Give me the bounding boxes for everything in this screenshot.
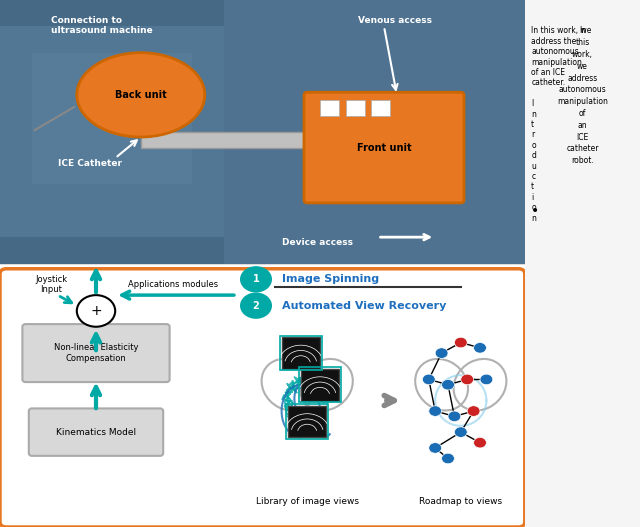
Text: In this work, we
address the
autonomous
manipulation
of an ICE
catheter.

I
n
t
: In this work, we address the autonomous … (531, 26, 591, 222)
FancyBboxPatch shape (0, 269, 525, 527)
Text: ICE Catheter: ICE Catheter (58, 159, 122, 168)
Bar (371, 100, 390, 116)
Text: Image Spinning: Image Spinning (282, 275, 379, 284)
Bar (282, 337, 320, 369)
Bar (0, 0, 525, 264)
Bar (288, 406, 326, 437)
Bar (0, 26, 224, 237)
FancyBboxPatch shape (29, 408, 163, 456)
Text: Roadmap to views: Roadmap to views (419, 497, 502, 506)
FancyBboxPatch shape (304, 92, 464, 203)
Circle shape (442, 453, 454, 464)
Circle shape (429, 406, 442, 416)
Circle shape (474, 343, 486, 353)
Text: Front unit: Front unit (356, 143, 412, 152)
Bar (346, 100, 365, 116)
Circle shape (448, 411, 461, 422)
Text: Applications modules: Applications modules (128, 280, 218, 289)
Text: Joystick
Input: Joystick Input (35, 275, 67, 294)
Bar (286, 404, 328, 439)
Text: Non-linear Elasticity
Compensation: Non-linear Elasticity Compensation (54, 344, 138, 363)
Text: Back unit: Back unit (115, 90, 166, 100)
Circle shape (77, 295, 115, 327)
Text: Automated View Recovery: Automated View Recovery (282, 301, 446, 310)
Text: Library of image views: Library of image views (256, 497, 358, 506)
Bar (0, 0, 525, 264)
Text: Kinematics Model: Kinematics Model (56, 427, 136, 437)
Circle shape (454, 337, 467, 348)
FancyBboxPatch shape (22, 324, 170, 382)
Bar (280, 336, 322, 370)
Text: •: • (531, 204, 540, 218)
Circle shape (429, 443, 442, 453)
Circle shape (240, 292, 272, 319)
Circle shape (240, 266, 272, 292)
Bar (32, 53, 192, 184)
Text: 1: 1 (253, 275, 259, 284)
Circle shape (461, 374, 474, 385)
Text: Connection to
ultrasound machine: Connection to ultrasound machine (51, 16, 153, 35)
Text: 2: 2 (253, 301, 259, 310)
Bar (299, 367, 341, 402)
Bar (224, 0, 525, 264)
Circle shape (480, 374, 493, 385)
Bar (301, 369, 339, 401)
Circle shape (467, 406, 480, 416)
Bar (141, 132, 333, 148)
Bar (320, 100, 339, 116)
Text: In
this
work,
we
address
autonomous
manipulation
of
an
ICE
catheter
robot.: In this work, we address autonomous mani… (557, 26, 608, 165)
Circle shape (422, 374, 435, 385)
Ellipse shape (77, 53, 205, 137)
Circle shape (454, 427, 467, 437)
Text: Device access: Device access (282, 238, 353, 247)
Text: Venous access: Venous access (358, 16, 433, 25)
Circle shape (474, 437, 486, 448)
Text: +: + (90, 304, 102, 318)
Circle shape (435, 348, 448, 358)
Circle shape (442, 379, 454, 390)
